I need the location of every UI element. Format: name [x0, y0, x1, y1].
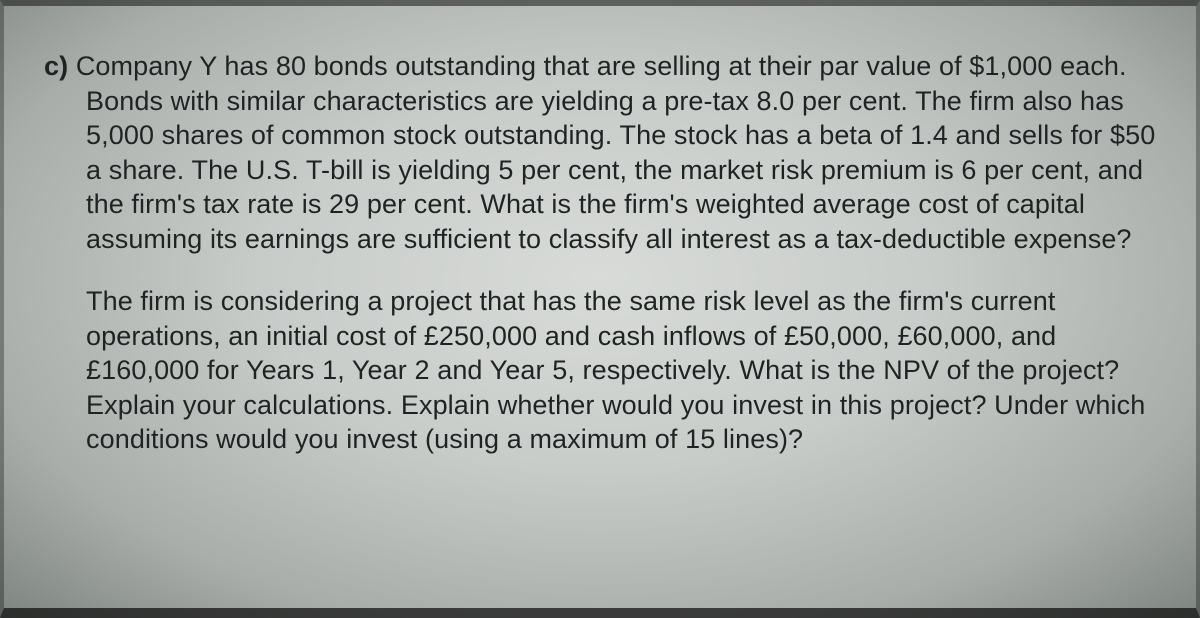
- question-paragraph-1: c) Company Y has 80 bonds outstanding th…: [44, 49, 1156, 256]
- paragraph-1-text: Company Y has 80 bonds outstanding that …: [76, 51, 1156, 254]
- item-label: c): [44, 51, 68, 81]
- question-paragraph-2: The firm is considering a project that h…: [44, 284, 1156, 457]
- question-block: c) Company Y has 80 bonds outstanding th…: [0, 0, 1200, 457]
